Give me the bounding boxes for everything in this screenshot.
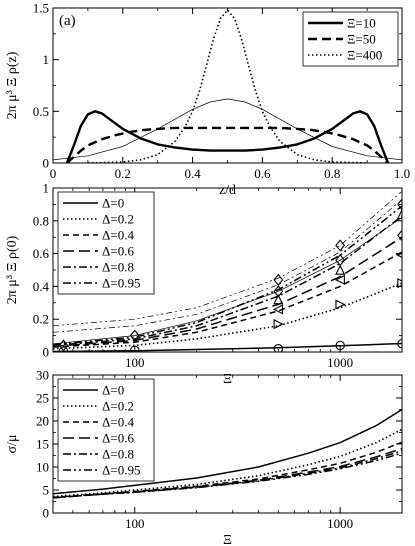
- series-line-Δ=0.2: [53, 428, 402, 498]
- series-line-Ξ=50: [66, 126, 389, 163]
- marker-diamond: [58, 339, 69, 352]
- x-tick-label: 0: [50, 166, 57, 181]
- marker-circle: [273, 343, 284, 352]
- x-axis-label: Ξ: [223, 372, 232, 387]
- marker-diamond: [273, 273, 284, 286]
- y-tick-label: 1: [43, 52, 50, 67]
- x-tick-label: 1000: [327, 355, 353, 370]
- series-group: [53, 408, 402, 499]
- legend-label: Ξ=50: [347, 32, 376, 47]
- y-tick-label: 1: [43, 181, 50, 196]
- legend-box: [302, 11, 399, 67]
- x-axis-label: Ξ: [223, 533, 232, 546]
- legend-label: Ξ=10: [347, 16, 376, 31]
- legend: Δ=0Δ=0.2Δ=0.4Δ=0.6Δ=0.8Δ=0.95: [57, 191, 155, 295]
- series-line-Δ=0.6: [53, 447, 402, 499]
- y-tick-label: 20: [36, 414, 49, 429]
- legend-label: Δ=0.6: [102, 431, 134, 446]
- legend-label: Δ=0.95: [102, 276, 140, 291]
- x-tick-label: 100: [125, 516, 145, 531]
- y-tick-label: 0: [43, 506, 50, 521]
- y-axis-label: σ/μ: [5, 435, 20, 454]
- y-tick-label: 10: [36, 460, 49, 475]
- series-line-Δ=0: [53, 408, 402, 495]
- legend-label: Δ=0.95: [102, 463, 140, 478]
- y-tick-label: 30: [36, 368, 49, 383]
- y-tick-label: 0.2: [33, 312, 49, 327]
- x-tick-label: 1000: [327, 516, 353, 531]
- y-tick-label: 1.5: [33, 1, 49, 16]
- legend-label: Δ=0.4: [102, 415, 134, 430]
- x-tick-label: 100: [125, 355, 145, 370]
- legend-box: [57, 378, 155, 482]
- series-line-Ξ=400: [87, 9, 368, 163]
- marker-triangle-up: [335, 264, 346, 275]
- marker-diamond: [397, 198, 402, 211]
- series-line-Ξ=10: [65, 110, 390, 163]
- legend-label: Δ=0: [102, 196, 124, 211]
- x-tick-label: 0.8: [324, 166, 340, 181]
- marker-triangle-left: [334, 274, 345, 285]
- legend-label: Δ=0: [102, 383, 124, 398]
- marker-circle: [58, 346, 69, 352]
- marker-triangle-up: [396, 208, 402, 219]
- legend-label: Δ=0.2: [102, 399, 134, 414]
- series-line-Δ=0.8: [53, 450, 402, 499]
- marker-diamond: [335, 239, 346, 252]
- series-line-Δ=0.6: [53, 236, 402, 348]
- x-tick-label: 1.0: [394, 166, 410, 181]
- marker-triangle-up: [273, 294, 284, 305]
- x-tick-label: 0.6: [254, 166, 271, 181]
- series-group: [53, 191, 402, 352]
- legend: Δ=0Δ=0.2Δ=0.4Δ=0.6Δ=0.8Δ=0.95: [57, 378, 155, 482]
- series-line-Δ=0.2: [53, 282, 402, 350]
- y-tick-label: 25: [36, 391, 49, 406]
- legend-label: Ξ=400: [347, 48, 382, 63]
- y-tick-label: 0.8: [33, 213, 49, 228]
- series-line-aux-6: [53, 217, 402, 345]
- legend-label: Δ=0.6: [102, 244, 134, 259]
- y-tick-label: 0: [43, 345, 50, 360]
- x-axis-label: z/d: [219, 183, 236, 198]
- series-line-Δ=0.95: [53, 452, 402, 499]
- y-tick-label: 0: [43, 156, 50, 171]
- panel-label: (a): [59, 13, 76, 29]
- x-tick-label: 0.4: [184, 166, 201, 181]
- marker-triangle-right: [397, 278, 402, 289]
- legend-label: Δ=0.8: [102, 447, 134, 462]
- marker-triangle-left: [272, 304, 284, 315]
- x-tick-label: 0.2: [115, 166, 131, 181]
- y-tick-label: 0.4: [33, 279, 50, 294]
- y-tick-label: 15: [36, 437, 49, 452]
- legend-label: Δ=0.2: [102, 212, 134, 227]
- series-line-aux-3: [53, 98, 402, 161]
- marker-triangle-right: [335, 299, 346, 310]
- y-axis-label: 2π μ³ Ξ ρ(z): [5, 51, 20, 119]
- legend: Ξ=10Ξ=50Ξ=400: [302, 11, 399, 67]
- y-tick-label: 5: [43, 483, 50, 498]
- legend-label: Δ=0.4: [102, 228, 134, 243]
- marker-triangle-right: [273, 319, 284, 330]
- series-line-Δ=0: [53, 342, 402, 352]
- marker-diamond: [397, 229, 402, 242]
- legend-box: [57, 191, 155, 295]
- series-line-Δ=0.8: [53, 215, 402, 347]
- legend-label: Δ=0.8: [102, 260, 134, 275]
- y-tick-label: 0.6: [33, 246, 50, 261]
- panel-2: 1001000051015202530Ξσ/μ(c)Δ=0Δ=0.2Δ=0.4Δ…: [5, 368, 403, 546]
- y-tick-label: 0.5: [33, 104, 49, 119]
- series-group: [53, 9, 402, 163]
- y-axis-label: 2π μ³ Ξ ρ(0): [5, 235, 20, 304]
- marker-diamond: [129, 329, 140, 342]
- panel-0: 0 0.2 0.4 0.6 0.8 1.0 0 0.5 1 1.5 z/d 2π μ³ Ξ ρ(z) (…: [5, 1, 410, 199]
